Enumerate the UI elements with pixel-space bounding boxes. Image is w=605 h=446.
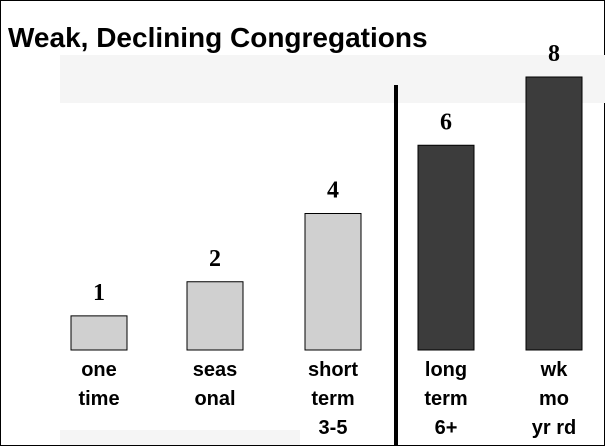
value-label: 6 bbox=[440, 109, 452, 135]
x-tick-label: onal bbox=[194, 388, 235, 410]
x-tick-label: long bbox=[425, 359, 467, 381]
bar bbox=[304, 213, 362, 351]
bar bbox=[525, 76, 583, 351]
background-band bbox=[60, 55, 605, 103]
chart-title: Weak, Declining Congregations bbox=[8, 22, 428, 53]
value-label: 4 bbox=[327, 178, 339, 204]
x-tick-label: 6+ bbox=[435, 417, 458, 439]
x-tick-label: term bbox=[311, 388, 354, 410]
value-label: 8 bbox=[548, 41, 560, 67]
x-tick-label: seas bbox=[193, 359, 238, 381]
value-label: 2 bbox=[209, 246, 221, 272]
background-band bbox=[60, 430, 300, 445]
bar bbox=[417, 144, 475, 351]
x-tick-label: one bbox=[81, 359, 117, 381]
bar bbox=[186, 281, 244, 351]
x-tick-label: mo bbox=[539, 388, 569, 410]
bar bbox=[70, 315, 128, 351]
x-tick-label: 3-5 bbox=[319, 417, 348, 439]
x-tick-label: term bbox=[424, 388, 467, 410]
x-tick-label: yr rd bbox=[532, 417, 576, 439]
value-label: 1 bbox=[93, 280, 105, 306]
x-tick-label: time bbox=[78, 388, 119, 410]
x-tick-label: short bbox=[308, 359, 358, 381]
x-tick-label: wk bbox=[540, 359, 569, 381]
